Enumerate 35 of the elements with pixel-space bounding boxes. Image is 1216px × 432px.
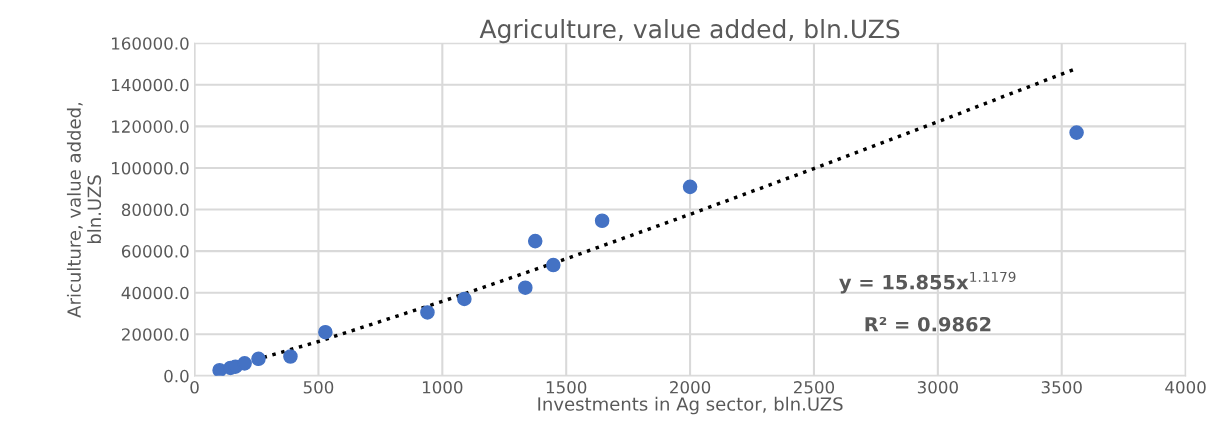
x-tick-label: 1000 — [422, 381, 463, 394]
x-tick-label: 2000 — [670, 381, 711, 394]
y-tick-label: 120000.0 — [112, 120, 189, 133]
point — [594, 213, 610, 229]
point — [518, 280, 533, 295]
annotation: R² = 0.9862 — [865, 316, 991, 332]
chart-title: Agriculture, value added, bln.UZS — [479, 19, 900, 44]
x-tick-label: 500 — [303, 381, 334, 394]
point — [237, 356, 252, 371]
point — [682, 179, 698, 195]
x-tick-label: 0 — [190, 381, 199, 394]
x-tick-label: 4000 — [1165, 381, 1206, 394]
x-tick-label: 3000 — [917, 381, 958, 394]
y-tick-label: 40000.0 — [121, 286, 189, 300]
y-tick-label: 140000.0 — [112, 78, 189, 92]
point — [1069, 125, 1084, 140]
x-tick-label: 3500 — [1041, 381, 1082, 394]
annotation: y = 15.855x$^{1.1179}$ — [839, 271, 1016, 294]
point — [527, 233, 543, 249]
x-axis-title: Investments in Ag sector, bln.UZS — [538, 396, 843, 415]
y-tick-label: 80000.0 — [121, 203, 189, 217]
y-tick-label: 60000.0 — [121, 245, 189, 258]
point — [318, 324, 333, 340]
x-tick-label: 2500 — [793, 381, 835, 394]
point — [457, 291, 472, 307]
y-tick-label: 100000.0 — [112, 161, 189, 175]
y-tick-label: 20000.0 — [122, 328, 189, 341]
x-tick-label: 1500 — [546, 381, 587, 394]
y-tick-label: 160000.0 — [112, 37, 189, 50]
y-axis-title: Ariculture, value added, bln.UZS — [66, 102, 102, 318]
y-tick-label: 0.0 — [164, 369, 189, 383]
point — [283, 349, 298, 364]
point — [420, 305, 435, 320]
point — [546, 257, 561, 273]
point — [251, 351, 266, 367]
